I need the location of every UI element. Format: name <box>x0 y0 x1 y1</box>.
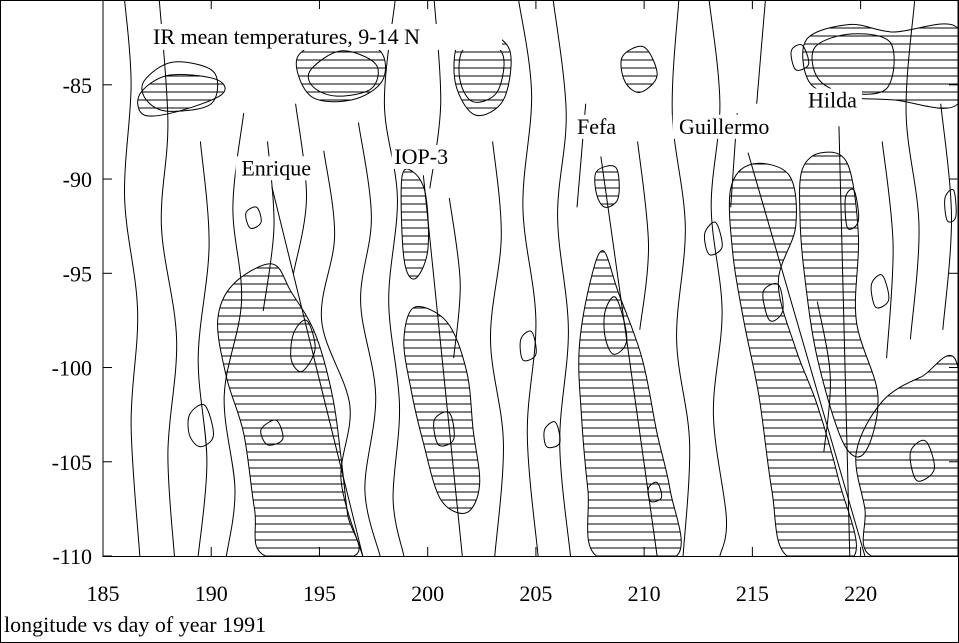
chart-caption: longitude vs day of year 1991 <box>4 612 267 637</box>
contour-line <box>637 141 650 330</box>
contour-line <box>518 0 539 556</box>
contour-lines <box>124 0 957 556</box>
closed-contour <box>811 33 895 95</box>
storm-track-enrique <box>271 186 364 556</box>
y-tick-label: -100 <box>52 356 92 381</box>
cold-cloud-region <box>400 168 429 280</box>
storm-label-bg <box>572 114 621 139</box>
contour-line <box>552 0 571 556</box>
closed-contour <box>260 419 284 446</box>
x-axis: 185 190 195 200 205 210 215 220 <box>87 0 877 606</box>
storm-track-hilda <box>838 126 851 556</box>
contour-line <box>158 0 178 556</box>
contour-line <box>576 103 587 208</box>
title-bg <box>150 24 502 50</box>
closed-contour <box>187 403 214 448</box>
closed-contour <box>307 50 379 97</box>
x-tick-label: 220 <box>844 581 877 606</box>
y-tick-label: -95 <box>63 261 92 286</box>
closed-contour <box>703 221 723 256</box>
contour-line <box>320 150 364 556</box>
contour-line <box>756 0 766 104</box>
y-axis: -85 -90 -95 -100 -105 -110 <box>52 73 958 569</box>
storm-tracks <box>271 126 866 556</box>
contour-line <box>197 141 210 556</box>
y-tick-label: -110 <box>52 544 92 569</box>
storm-label-guillermo: Guillermo <box>679 114 769 139</box>
cold-cloud-region <box>855 354 958 556</box>
cold-cloud-region <box>728 162 857 556</box>
storm-track-iop-3 <box>422 175 463 556</box>
plot-area <box>124 0 958 556</box>
cold-cloud-region <box>594 165 620 208</box>
x-tick-label: 190 <box>195 581 228 606</box>
storm-track-guillermo <box>747 152 866 556</box>
closed-contour <box>944 189 957 223</box>
x-tick-label: 210 <box>628 581 661 606</box>
closed-contour <box>290 319 316 373</box>
y-tick-label: -85 <box>63 73 92 98</box>
contour-line <box>489 141 504 556</box>
closed-contour <box>909 439 935 482</box>
storm-label-bg <box>235 156 317 181</box>
cold-cloud-region <box>137 73 226 117</box>
closed-contour <box>519 330 537 362</box>
chart-title: IR mean temperatures, 9-14 N <box>153 24 420 49</box>
closed-contour <box>245 206 262 229</box>
x-tick-label: 200 <box>411 581 444 606</box>
contour-line <box>881 141 894 359</box>
closed-contour <box>543 421 561 449</box>
contour-line <box>448 197 461 359</box>
contour-line <box>708 0 727 556</box>
closed-contour <box>603 296 628 355</box>
storm-label-bg <box>672 114 776 139</box>
y-tick-label: -105 <box>52 450 92 475</box>
storm-label-enrique: Enrique <box>241 155 311 180</box>
plot-border <box>102 0 959 557</box>
closed-contour <box>790 44 810 71</box>
closed-contour <box>870 274 890 309</box>
closed-contour <box>141 61 219 112</box>
contour-line <box>223 113 245 556</box>
x-tick-label: 215 <box>736 581 769 606</box>
contour-line <box>383 0 405 556</box>
contour-line <box>357 122 381 556</box>
annotations: Enrique IOP-3 Fefa Guillermo Hilda <box>235 87 862 181</box>
x-tick-label: 205 <box>519 581 552 606</box>
y-tick-label: -90 <box>63 167 92 192</box>
x-tick-label: 185 <box>87 581 120 606</box>
storm-label-bg <box>391 144 451 169</box>
x-tick-label: 195 <box>303 581 336 606</box>
closed-contour <box>844 188 860 230</box>
contour-line <box>293 103 308 274</box>
closed-contour <box>762 283 784 322</box>
contour-line <box>816 301 831 453</box>
cold-cloud-region <box>217 263 360 556</box>
contour-line <box>940 103 953 330</box>
contour-line <box>905 0 920 340</box>
storm-track-fefa <box>600 156 658 556</box>
storm-label-fefa: Fefa <box>577 114 616 139</box>
closed-contour <box>433 411 455 447</box>
contour-line <box>124 0 141 556</box>
storm-label-hilda: Hilda <box>808 87 857 112</box>
storm-label-iop-3: IOP-3 <box>394 144 448 169</box>
cold-cloud-region <box>620 45 658 93</box>
storm-label-bg <box>802 88 862 113</box>
contour-line <box>671 0 691 556</box>
shaded-regions <box>137 23 958 556</box>
